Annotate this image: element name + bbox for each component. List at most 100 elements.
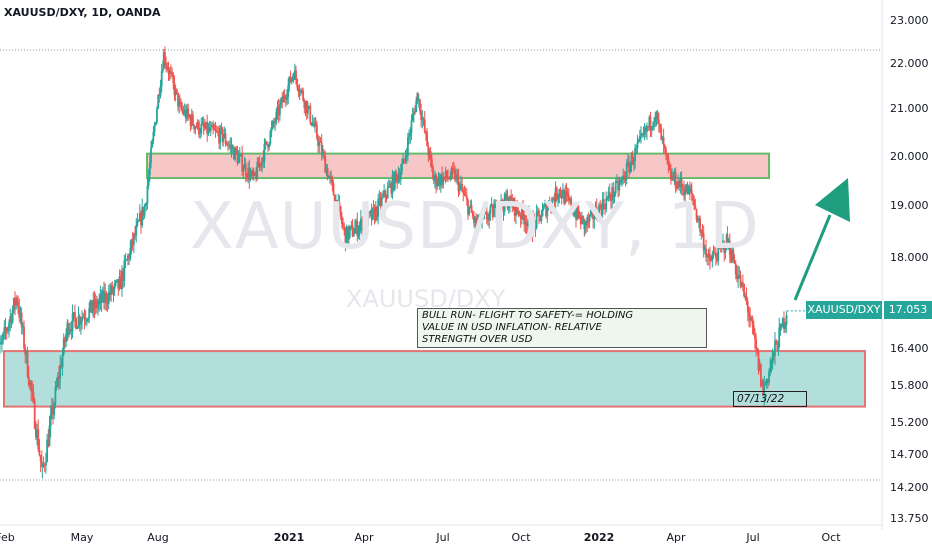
candle-body — [146, 185, 149, 203]
candle-body — [236, 152, 239, 164]
candle-body — [470, 204, 473, 213]
candle-body — [136, 220, 139, 226]
candle-body — [119, 276, 122, 290]
candle-body — [49, 414, 52, 426]
candle-body — [667, 157, 670, 165]
candle-body — [142, 207, 145, 216]
candle-body — [662, 137, 665, 146]
candle-body — [435, 175, 437, 187]
candle-body — [175, 88, 178, 93]
candle-body — [225, 143, 228, 145]
candle-body — [564, 191, 567, 204]
candle-body — [252, 172, 255, 176]
candle-body — [85, 320, 88, 322]
candle-body — [290, 78, 293, 83]
candle-body — [608, 191, 611, 199]
candle-body — [701, 231, 704, 234]
candle-body — [274, 122, 277, 124]
candle-body — [340, 216, 343, 224]
candle-body — [573, 211, 576, 216]
x-tick-label: May — [71, 531, 94, 544]
candle-body — [686, 184, 689, 195]
trend-arrow-head — [815, 178, 850, 222]
candle-body — [623, 175, 626, 181]
candle-body — [395, 171, 397, 176]
candle-body — [438, 176, 441, 186]
candle-body — [526, 221, 529, 227]
candle-body — [437, 176, 440, 184]
y-tick-label: 14.200 — [890, 481, 929, 494]
candle-body — [391, 175, 394, 194]
candle-body — [151, 140, 154, 148]
candle-body — [267, 144, 269, 148]
candle-body — [565, 191, 568, 194]
candle-body — [40, 461, 43, 467]
candle-body — [76, 326, 79, 329]
candle-body — [581, 216, 583, 225]
symbol-title: XAUUSD/DXY, 1D, OANDA — [4, 6, 161, 19]
candle-body — [582, 216, 585, 219]
candle-body — [329, 176, 331, 178]
candle-body — [330, 176, 333, 179]
candle-body — [190, 114, 193, 126]
candle-body — [87, 318, 89, 321]
candle-body — [52, 406, 54, 415]
candle-body — [359, 218, 362, 226]
candle-body — [62, 338, 65, 354]
candle-body — [107, 292, 110, 304]
candle-body — [622, 175, 625, 178]
candle-body — [221, 128, 224, 142]
candle-body — [325, 168, 328, 173]
x-tick-label: Oct — [511, 531, 531, 544]
x-tick-label: Oct — [821, 531, 841, 544]
candle-body — [447, 177, 449, 179]
date-annotation[interactable]: 07/13/22 — [733, 391, 807, 407]
candle-body — [748, 312, 750, 317]
candle-body — [369, 210, 372, 213]
candle-body — [618, 182, 621, 184]
candle-body — [502, 206, 505, 212]
candle-body — [410, 120, 413, 134]
candle-body — [15, 298, 18, 302]
candle-body — [75, 318, 78, 329]
candle-body — [296, 79, 299, 88]
candle-body — [401, 164, 403, 172]
candle-body — [439, 174, 442, 186]
candle-body — [92, 299, 95, 311]
candle-body — [95, 300, 98, 309]
candle-body — [717, 242, 720, 261]
candle-body — [78, 315, 81, 325]
candle-body — [592, 208, 595, 220]
candle-body — [336, 200, 338, 215]
candle-body — [196, 121, 199, 128]
candle-body — [576, 206, 579, 220]
last-price-tag: 17.053 — [884, 301, 932, 319]
candle-body — [665, 148, 667, 154]
trend-arrow-shaft — [793, 214, 832, 301]
candle-body — [314, 123, 317, 125]
candle-body — [161, 68, 164, 72]
candle-body — [675, 187, 678, 189]
candle-body — [242, 169, 245, 172]
note-line: BULL RUN- FLIGHT TO SAFETY-= HOLDING — [422, 310, 634, 321]
candle-body — [281, 98, 284, 103]
candle-body — [563, 190, 565, 204]
candle-body — [421, 118, 424, 121]
candle-body — [382, 195, 384, 198]
candle-body — [6, 327, 9, 331]
y-tick-label: 21.000 — [890, 102, 929, 115]
candle-body — [411, 114, 414, 121]
candle-body — [719, 244, 722, 246]
candle-body — [631, 155, 634, 165]
candle-body — [174, 88, 177, 96]
candle-body — [64, 338, 66, 342]
candle-body — [311, 123, 314, 126]
text-annotation[interactable]: BULL RUN- FLIGHT TO SAFETY-= HOLDING VAL… — [417, 308, 707, 348]
candle-body — [785, 316, 788, 325]
candle-body — [572, 211, 575, 216]
candle-body — [244, 163, 247, 176]
candle-body — [271, 121, 274, 128]
candle-body — [654, 117, 657, 122]
